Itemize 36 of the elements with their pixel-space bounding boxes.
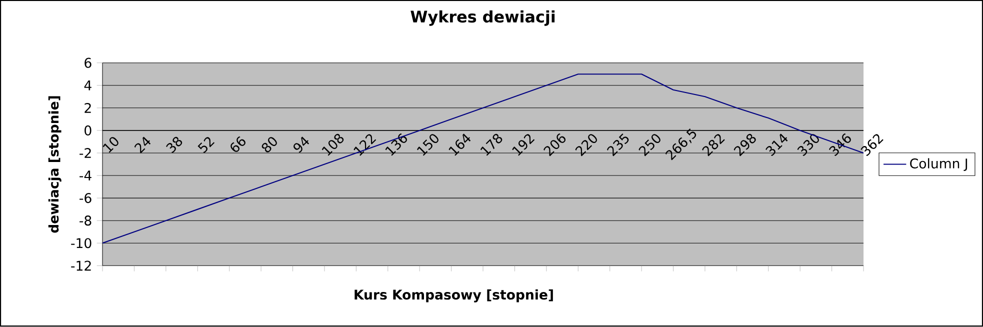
x-tick-label: 282 [702,134,725,156]
x-tick-label: 250 [638,134,660,156]
x-tick-label: 94 [294,136,310,153]
x-tick-label: 24 [134,136,151,154]
y-tick-label: 4 [84,80,92,90]
x-tick-label: 122 [354,134,376,156]
x-tick-label: 66 [230,136,246,152]
y-tick-label: -4 [80,170,92,181]
x-tick-label: 150 [417,134,438,156]
y-tick-label: 6 [84,58,92,68]
y-tick-label: 2 [84,103,91,114]
x-tick-label: 38 [166,137,182,154]
y-axis-title: dewiacja [stopnie] [48,96,62,233]
x-tick-label: 178 [480,134,502,156]
y-tick-label: -10 [71,238,92,248]
x-tick-label: 206 [544,134,566,156]
x-tick-label: 362 [860,134,884,156]
legend-label: Column J [910,158,968,172]
x-tick-label: 330 [797,134,819,156]
x-axis-title: Kurs Kompasowy [stopnie] [354,290,553,303]
x-tick-label: 52 [198,137,215,154]
y-tick-label: -8 [80,216,92,226]
x-tick-label: 314 [766,134,788,156]
y-tick-label: -12 [71,260,91,271]
x-tick-label: 80 [262,137,277,152]
x-tick-label: 136 [385,134,407,156]
x-tick-label: 192 [512,134,535,156]
chart-title: Wykres dewiacji [410,10,555,26]
x-tick-label: 220 [575,134,598,156]
y-tick-label: 0 [84,126,92,136]
y-tick-label: -2 [80,148,91,158]
x-tick-label: 10 [102,137,118,153]
x-tick-label: 346 [828,134,851,156]
x-tick-label: 108 [322,134,344,156]
x-tick-label: 164 [448,134,471,156]
y-tick-label: -6 [80,193,92,204]
